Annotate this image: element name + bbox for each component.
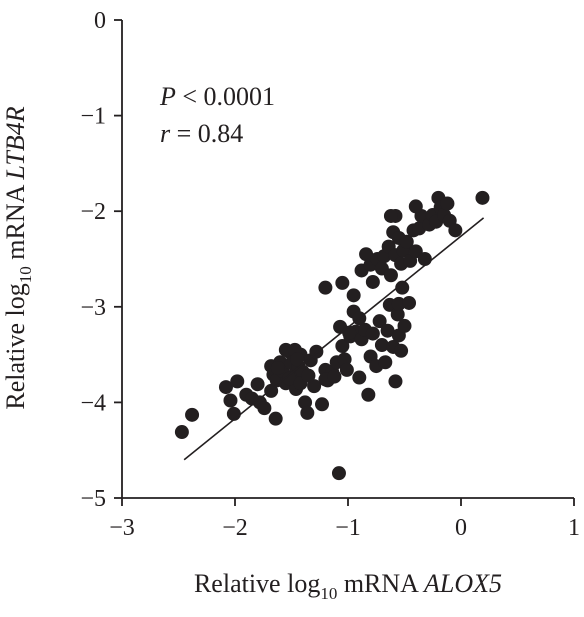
data-point xyxy=(185,407,200,422)
x-title-subscript: 10 xyxy=(320,584,337,603)
data-point xyxy=(383,208,398,223)
data-point xyxy=(339,362,354,377)
data-point xyxy=(374,338,389,353)
data-point xyxy=(365,274,380,289)
x-tick-label: −3 xyxy=(109,515,135,541)
data-point xyxy=(380,323,395,338)
data-point xyxy=(230,374,245,389)
data-point xyxy=(257,401,272,416)
x-axis-title: Relative log10 mRNA ALOX5 xyxy=(194,569,502,603)
data-point xyxy=(372,314,387,329)
data-point xyxy=(361,387,376,402)
data-point xyxy=(300,405,315,420)
y-tick-label: −3 xyxy=(80,295,106,321)
y-tick-label: −1 xyxy=(80,104,106,130)
y-tick-label: 0 xyxy=(94,8,106,34)
fit-line xyxy=(183,217,485,461)
data-point xyxy=(390,307,405,322)
r-symbol: r xyxy=(160,119,171,148)
axis-ticks xyxy=(114,19,575,506)
y-title-gene: LTB4R xyxy=(1,106,30,180)
r-value-text: = 0.84 xyxy=(170,119,243,148)
data-point xyxy=(346,288,361,303)
data-point xyxy=(268,411,283,426)
data-point xyxy=(298,395,313,410)
data-point xyxy=(174,425,189,440)
y-axis-title: Relative log10 mRNA LTB4R xyxy=(1,106,35,409)
data-point xyxy=(270,360,285,375)
data-point xyxy=(335,275,350,290)
data-point xyxy=(223,393,238,408)
x-title-gene: ALOX5 xyxy=(422,569,502,598)
data-point xyxy=(388,374,403,389)
x-tick-label: 0 xyxy=(455,515,467,541)
data-point xyxy=(440,196,455,211)
data-point xyxy=(397,318,412,333)
y-title-subscript: 10 xyxy=(16,266,35,283)
data-point xyxy=(301,368,316,383)
data-point xyxy=(378,355,393,370)
x-title-mid: mRNA xyxy=(337,569,424,598)
x-tick-label: −1 xyxy=(335,515,361,541)
data-point xyxy=(307,379,322,394)
data-point xyxy=(352,370,367,385)
data-point xyxy=(402,295,417,310)
y-title-mid: mRNA xyxy=(1,180,30,267)
y-title-prefix: Relative log xyxy=(1,283,30,409)
data-point xyxy=(394,343,409,358)
data-point xyxy=(475,190,490,205)
p-symbol: P xyxy=(159,82,176,111)
x-tick-label: 1 xyxy=(568,515,580,541)
data-point xyxy=(399,234,414,249)
data-point xyxy=(331,466,346,481)
r-value-annotation: r = 0.84 xyxy=(160,119,243,148)
x-tick-label: −2 xyxy=(222,515,248,541)
x-title-prefix: Relative log xyxy=(194,569,320,598)
data-point xyxy=(359,247,374,262)
data-point xyxy=(318,280,333,295)
data-point xyxy=(408,199,423,214)
data-point xyxy=(250,377,265,392)
data-point xyxy=(448,223,463,238)
data-point xyxy=(342,325,357,340)
fit-line-group xyxy=(183,217,485,461)
y-tick-label: −4 xyxy=(80,390,106,416)
y-tick-label: −5 xyxy=(80,486,106,512)
data-point xyxy=(417,252,432,266)
data-point xyxy=(290,352,305,367)
data-point xyxy=(395,280,410,295)
data-point xyxy=(365,326,380,341)
data-point xyxy=(391,296,406,311)
y-tick-label: −2 xyxy=(80,199,106,225)
tick-labels: 0−1−2−3−4−5−3 −2 −1 0 1 xyxy=(80,8,580,541)
data-point xyxy=(282,371,297,386)
data-point xyxy=(218,380,233,395)
data-point xyxy=(315,397,330,412)
p-value-annotation: P < 0.0001 xyxy=(159,82,275,111)
p-value-text: < 0.0001 xyxy=(176,82,275,111)
data-point xyxy=(383,268,398,283)
data-point xyxy=(327,369,342,384)
data-point xyxy=(335,338,350,353)
data-point xyxy=(337,352,352,367)
data-points xyxy=(174,190,490,481)
